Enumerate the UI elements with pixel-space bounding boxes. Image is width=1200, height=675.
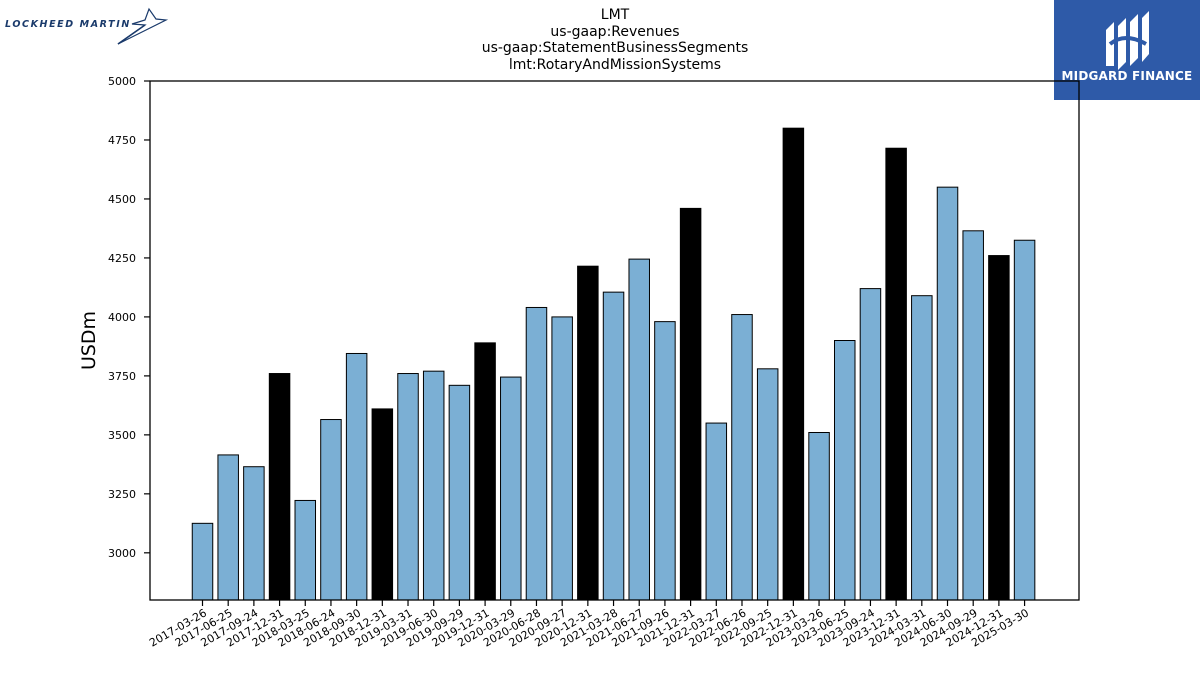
bar-quarter [345, 352, 368, 601]
y-tick-label: 4000 [108, 311, 136, 324]
bar-quarter [525, 306, 548, 601]
bar-annual [474, 342, 496, 601]
y-tick-label: 4500 [108, 193, 136, 206]
lockheed-martin-logo: LOCKHEED MARTIN [4, 6, 174, 46]
bar-quarter [911, 295, 933, 601]
chart-title-member: lmt:RotaryAndMissionSystems [508, 57, 722, 73]
bar-annual [782, 127, 805, 601]
lockheed-martin-wordmark: LOCKHEED MARTIN [5, 19, 131, 30]
midgard-finance-wordmark: MIDGARD FINANCE [1061, 69, 1193, 83]
lockheed-star-icon [117, 7, 169, 45]
bar-quarter [217, 454, 239, 601]
bar-quarter [397, 373, 419, 601]
y-tick-label: 3750 [108, 370, 136, 383]
y-axis-label: USDm [78, 311, 100, 370]
bar-quarter [731, 314, 753, 601]
plot-frame [149, 80, 1080, 601]
bar-annual [885, 147, 907, 601]
midgard-emblem-icon [1106, 11, 1149, 70]
y-tick-label: 3500 [108, 429, 136, 442]
y-tick-label: 5000 [108, 75, 136, 88]
y-tick-label: 3250 [108, 488, 136, 501]
bar-quarter [500, 376, 522, 601]
bar-quarter [602, 291, 625, 601]
bar-quarter [936, 186, 959, 601]
bar-quarter [859, 288, 882, 601]
bar-quarter [1013, 239, 1036, 601]
y-tick-label: 4250 [108, 252, 136, 265]
bar-quarter [654, 321, 676, 601]
chart-title-axis: us-gaap:StatementBusinessSegments [481, 40, 749, 56]
bar-quarter [808, 432, 830, 601]
bar-quarter [294, 499, 317, 601]
bar-annual [577, 265, 599, 601]
midgard-finance-logo: MIDGARD FINANCE [1054, 0, 1200, 100]
bar-quarter [320, 419, 342, 601]
chart-title-ticker: LMT [600, 7, 630, 23]
y-tick-label: 4750 [108, 134, 136, 147]
bar-quarter [551, 316, 573, 601]
bar-quarter [834, 340, 856, 601]
chart-title-concept: us-gaap:Revenues [550, 24, 680, 40]
bar-annual [268, 373, 291, 601]
bar-quarter [756, 368, 779, 601]
bar-quarter [705, 422, 728, 601]
bar-quarter [243, 466, 265, 601]
bar-annual [679, 207, 702, 601]
bar-annual [371, 408, 394, 601]
bar-quarter [191, 522, 214, 601]
bar-quarter [962, 230, 984, 601]
y-tick-label: 3000 [108, 547, 136, 560]
bar-quarter [422, 370, 445, 601]
bar-quarter [448, 384, 471, 601]
bar-quarter [628, 258, 650, 601]
bar-annual [988, 255, 1010, 601]
